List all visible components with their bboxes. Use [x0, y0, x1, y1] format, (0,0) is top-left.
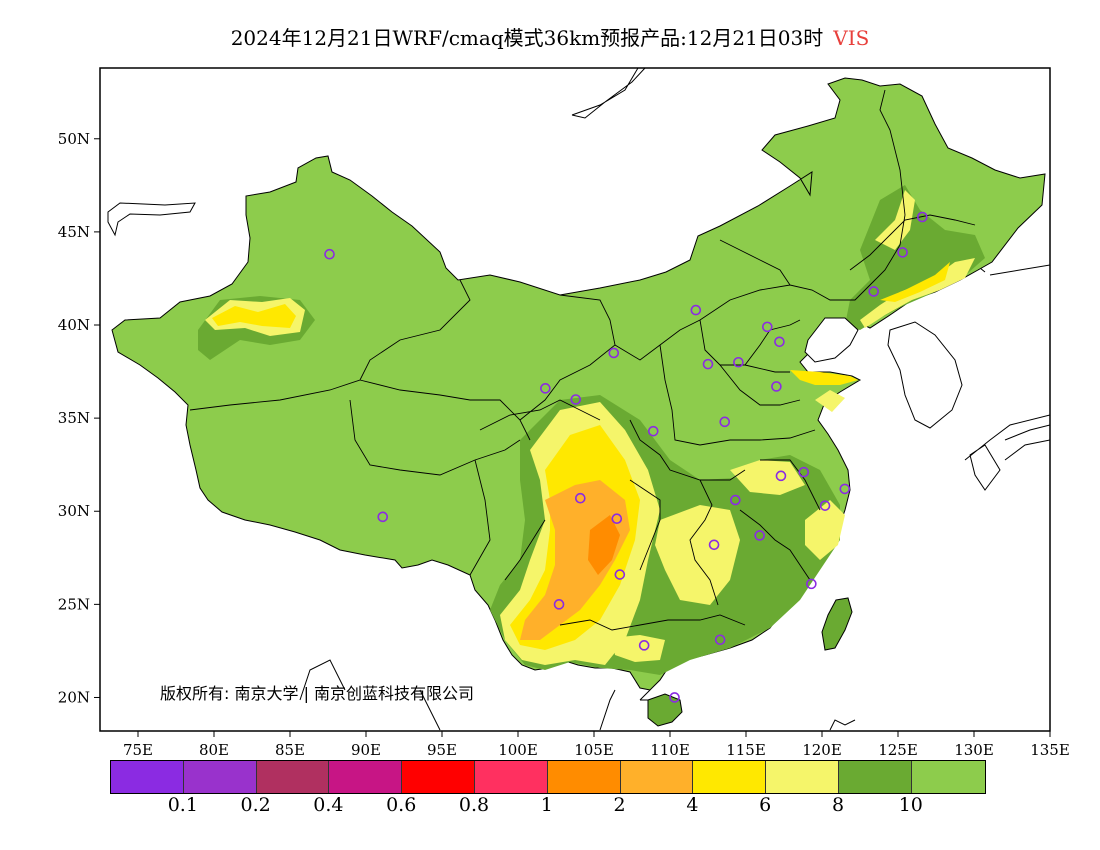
legend-swatch-6 [547, 761, 621, 793]
copyright-text: 版权所有: 南京大学 | 南京创蓝科技有限公司 [160, 684, 475, 703]
station-marker-19 [754, 530, 765, 541]
station-marker-23 [669, 692, 680, 703]
longitude-axis: 75E 80E 85E 90E 95E 100E 105E 110E 115E 120E 125E 1… [123, 731, 1070, 759]
legend-swatch-11 [911, 761, 985, 793]
station-marker-7 [702, 358, 714, 370]
lon-tick-label-9: 120E [802, 741, 842, 759]
color-legend [110, 760, 986, 794]
legend-swatch-1 [183, 761, 257, 793]
bohai-sea [804, 317, 859, 363]
station-marker-27 [575, 492, 586, 504]
station-marker-16 [819, 500, 831, 511]
province-borders [189, 89, 976, 631]
station-marker-15 [839, 483, 851, 495]
lat-tick-label-5: 45N [58, 223, 90, 241]
legend-swatch-8 [693, 761, 767, 793]
legend-label-2: 0.4 [313, 794, 344, 816]
legend-label-4: 0.8 [458, 794, 490, 816]
map-title: 2024年12月21日WRF/cmaq模式36km预报产品:12月21日03时 V… [0, 22, 1100, 51]
station-marker-11 [771, 381, 782, 392]
map-frame [99, 67, 1051, 732]
station-markers [324, 211, 928, 703]
station-marker-25 [614, 569, 626, 580]
station-marker-9 [761, 321, 773, 333]
station-marker-20 [806, 578, 817, 590]
visibility-zones [198, 185, 985, 675]
lat-tick-label-3: 35N [58, 409, 90, 427]
station-marker-26 [611, 513, 623, 524]
lat-tick-label-2: 30N [58, 502, 90, 520]
legend-swatch-7 [620, 761, 694, 793]
lon-tick-label-2: 85E [275, 741, 305, 759]
station-marker-14 [798, 466, 810, 478]
foreign-coastline [107, 68, 1050, 731]
legend-swatch-2 [256, 761, 330, 793]
station-marker-4 [608, 347, 620, 359]
legend-label-6: 2 [613, 794, 626, 816]
title-text: 2024年12月21日WRF/cmaq模式36km预报产品:12月21日03时 [230, 26, 824, 50]
station-marker-13 [775, 470, 787, 482]
station-marker-22 [638, 640, 650, 651]
taiwan-island [821, 597, 853, 651]
station-marker-17 [730, 494, 741, 506]
lon-tick-label-3: 90E [351, 741, 381, 759]
legend-label-1: 0.2 [240, 794, 271, 816]
hainan-island [647, 693, 683, 727]
station-marker-0 [324, 248, 335, 260]
station-marker-2 [540, 383, 551, 394]
lon-tick-label-11: 130E [954, 741, 994, 759]
lon-tick-label-8: 115E [726, 741, 766, 759]
legend-swatch-5 [474, 761, 548, 793]
station-marker-5 [690, 304, 702, 316]
lat-tick-label-6: 50N [58, 130, 90, 148]
latitude-axis: 20N 25N 30N 35N 40N 45N 50N [58, 130, 100, 706]
legend-label-0: 0.1 [167, 794, 198, 816]
legend-label-5: 1 [540, 794, 553, 816]
legend-swatch-10 [838, 761, 912, 793]
map-plot-area [107, 68, 1050, 731]
station-marker-10 [774, 336, 785, 348]
lon-tick-label-10: 125E [878, 741, 918, 759]
station-marker-18 [708, 539, 720, 551]
variable-label: VIS [833, 26, 870, 50]
station-marker-29 [897, 247, 908, 258]
station-marker-30 [917, 211, 928, 223]
station-marker-3 [570, 394, 582, 405]
station-marker-24 [553, 599, 565, 610]
legend-label-3: 0.6 [386, 794, 417, 816]
legend-swatch-9 [766, 761, 839, 793]
station-marker-1 [377, 511, 389, 523]
lon-tick-label-5: 100E [498, 741, 538, 759]
legend-label-8: 6 [759, 794, 772, 816]
legend-label-7: 4 [686, 794, 699, 816]
legend-labels: 0.1 0.2 0.4 0.6 0.8 1 2 4 6 8 10 [0, 792, 1100, 822]
legend-swatch-3 [329, 761, 403, 793]
lon-tick-label-6: 105E [574, 741, 614, 759]
lon-tick-label-1: 80E [199, 741, 229, 759]
lon-tick-label-12: 135E [1030, 741, 1070, 759]
station-marker-21 [714, 634, 726, 646]
legend-swatch-4 [402, 761, 475, 793]
lon-tick-label-0: 75E [123, 741, 153, 759]
legend-swatch-0 [111, 761, 184, 793]
lat-tick-label-0: 20N [58, 688, 90, 706]
lat-tick-label-1: 25N [58, 595, 90, 613]
lon-tick-label-4: 95E [427, 741, 457, 759]
lon-tick-label-7: 110E [650, 741, 690, 759]
legend-label-10: 10 [898, 794, 923, 816]
station-marker-28 [868, 286, 879, 297]
legend-label-9: 8 [831, 794, 845, 816]
lat-tick-label-4: 40N [58, 316, 90, 334]
station-marker-12 [719, 416, 731, 428]
station-marker-6 [647, 425, 659, 437]
station-marker-8 [733, 356, 744, 368]
